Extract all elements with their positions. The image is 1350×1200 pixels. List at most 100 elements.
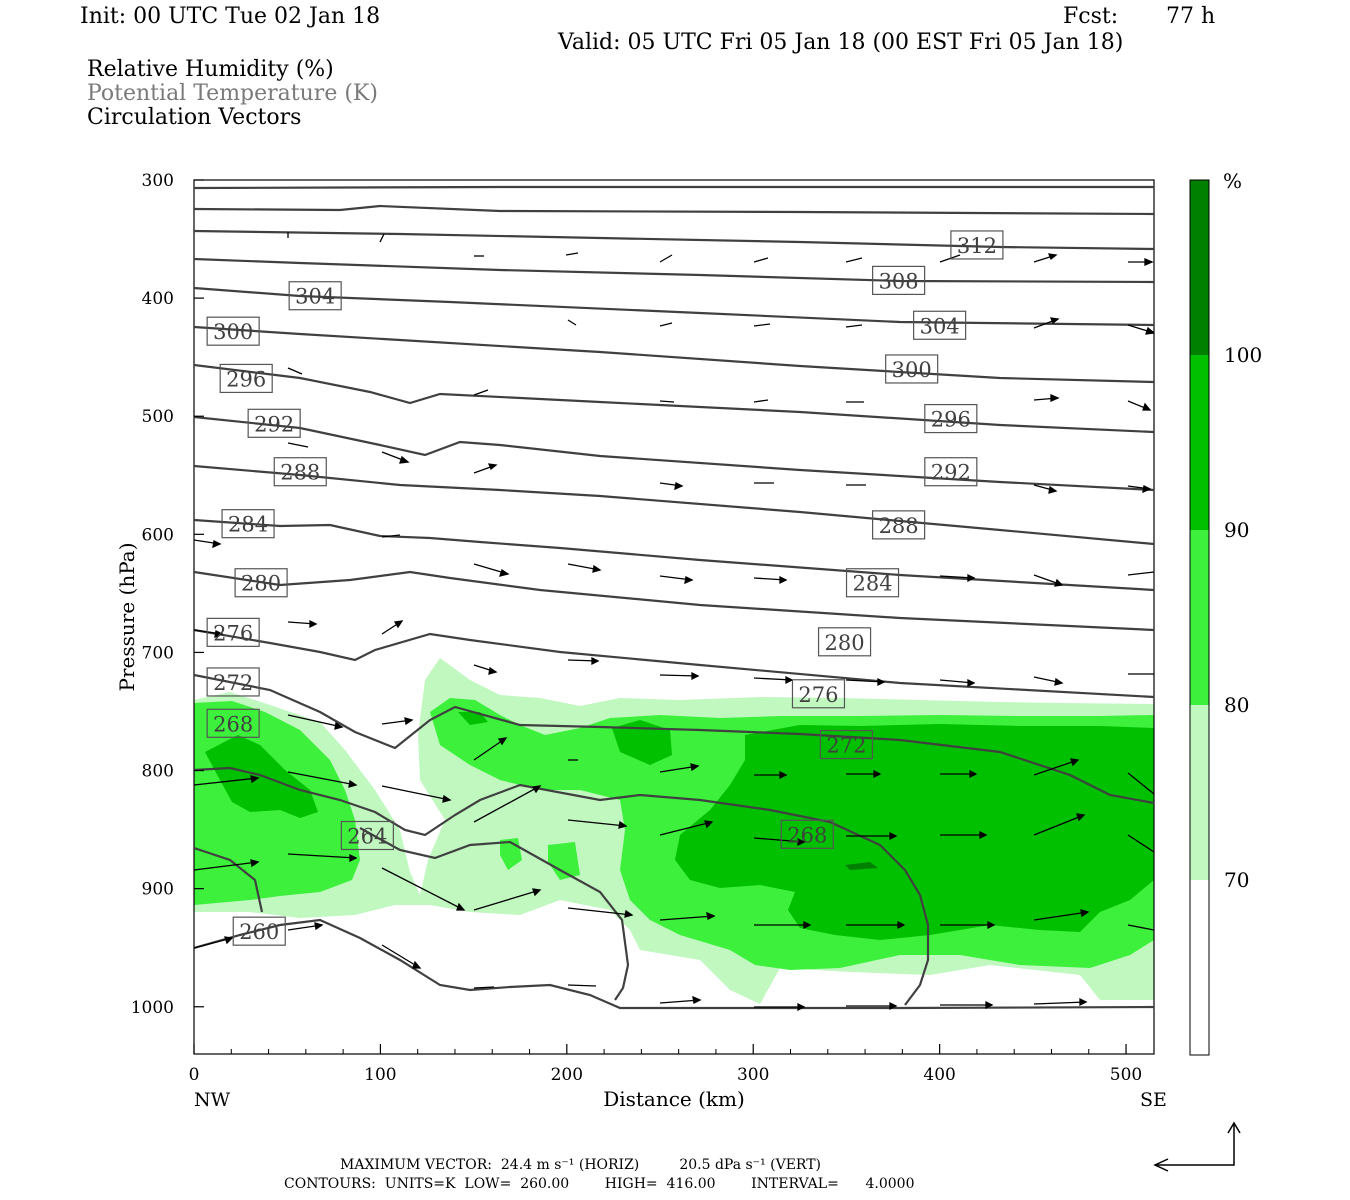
theta-contour xyxy=(194,464,1154,546)
vector-arrow xyxy=(753,837,806,847)
svg-text:292: 292 xyxy=(254,412,294,436)
vector-arrow xyxy=(659,671,700,681)
colorbar-level-label: 80 xyxy=(1224,693,1249,717)
forecast-label: Fcst: xyxy=(1063,4,1119,29)
vector-arrow xyxy=(287,442,309,448)
svg-text:264: 264 xyxy=(347,825,387,849)
y-tick-label: 900 xyxy=(142,880,174,900)
colorbar-level-label: 100 xyxy=(1224,343,1262,367)
contour-label: 268 xyxy=(780,819,834,849)
svg-text:288: 288 xyxy=(280,461,320,485)
theta-contour xyxy=(194,286,1154,327)
vector-arrow xyxy=(473,888,542,911)
vector-arrow xyxy=(473,664,498,675)
contour-label: 292 xyxy=(924,457,978,487)
contour-label: 276 xyxy=(791,679,846,709)
colorbar-swatch-80 xyxy=(1190,530,1209,705)
vector-arrow xyxy=(659,820,714,836)
contour-label: 284 xyxy=(845,568,900,598)
theta-contour xyxy=(194,918,1154,1010)
vector-arrow xyxy=(567,984,597,987)
contour-label: 264 xyxy=(340,820,394,851)
x-axis-right-end-label: SE xyxy=(1140,1089,1167,1111)
svg-text:288: 288 xyxy=(879,514,919,538)
theta-contour xyxy=(194,518,1154,592)
x-axis-title: Distance (km) xyxy=(603,1087,745,1111)
contour-label: 300 xyxy=(206,316,260,346)
vector-arrow xyxy=(845,257,863,263)
vector-arrow xyxy=(1033,484,1058,494)
vector-arrow xyxy=(1033,253,1058,263)
theta-contour xyxy=(194,415,1154,492)
vector-arrow xyxy=(659,911,716,921)
theta-contours xyxy=(194,185,1154,1010)
vector-arrow xyxy=(659,575,694,585)
vector-arrow xyxy=(753,323,771,327)
valid-time: Valid: 05 UTC Fri 05 Jan 18 (00 EST Fri … xyxy=(558,30,1124,55)
vector-arrow xyxy=(194,629,224,639)
colorbar-swatch-100 xyxy=(1190,180,1209,355)
svg-text:272: 272 xyxy=(213,671,253,695)
vector-arrow xyxy=(1033,997,1088,1007)
vector-arrow xyxy=(381,717,414,726)
svg-text:280: 280 xyxy=(825,631,865,655)
theta-contour xyxy=(194,570,1154,632)
vector-arrow xyxy=(940,920,996,930)
svg-text:268: 268 xyxy=(787,823,827,847)
y-tick-label: 300 xyxy=(142,171,174,191)
footer-max-vector: MAXIMUM VECTOR: 24.4 m s⁻¹ (HORIZ) 20.5 … xyxy=(340,1157,822,1173)
init-time: Init: 00 UTC Tue 02 Jan 18 xyxy=(80,4,381,29)
svg-text:272: 272 xyxy=(826,734,866,758)
vector-arrow xyxy=(1033,317,1060,329)
contour-labels: 3123043083043003002962962922922882882842… xyxy=(206,230,1004,946)
colorbar-unit: % xyxy=(1223,169,1242,193)
contour-label: 300 xyxy=(885,354,939,384)
x-tick-label: 100 xyxy=(364,1065,396,1085)
vector-arrow xyxy=(659,995,702,1004)
vector-arrow xyxy=(659,763,700,773)
vector-arrow xyxy=(473,737,508,761)
x-tick-label: 300 xyxy=(737,1065,769,1085)
legend-circulation-vectors: Circulation Vectors xyxy=(87,105,302,130)
vector-arrow xyxy=(194,539,222,549)
contour-label: 292 xyxy=(247,408,301,438)
theta-contour xyxy=(359,827,630,1001)
vector-arrow xyxy=(753,399,769,403)
vector-arrow xyxy=(939,573,976,583)
vector-arrow xyxy=(1127,924,1154,931)
vector-arrow xyxy=(1033,758,1080,776)
vector-arrow xyxy=(1033,574,1064,587)
colorbar-level-label: 90 xyxy=(1224,518,1249,542)
y-tick-label: 600 xyxy=(142,525,174,545)
vector-arrow xyxy=(1033,676,1064,686)
y-tick-label: 500 xyxy=(142,407,174,427)
vector-arrow xyxy=(567,656,600,666)
contour-label: 272 xyxy=(206,667,260,697)
svg-text:300: 300 xyxy=(892,358,932,382)
vector-arrow xyxy=(846,769,882,779)
svg-text:296: 296 xyxy=(226,367,266,391)
vector-arrow xyxy=(381,534,401,538)
contour-label: 280 xyxy=(817,627,872,657)
vector-arrow xyxy=(659,322,673,327)
svg-text:296: 296 xyxy=(931,408,971,432)
vector-arrow xyxy=(1127,834,1154,853)
forecast-hours: 77 h xyxy=(1166,4,1216,29)
vector-arrow xyxy=(473,785,542,823)
vector-arrow xyxy=(940,769,978,779)
svg-text:260: 260 xyxy=(239,920,279,944)
vector-arrow xyxy=(567,819,628,829)
y-tick-label: 800 xyxy=(142,762,174,782)
vector-arrow xyxy=(1127,400,1152,411)
theta-contour xyxy=(194,846,264,913)
legend-potential-temperature: Potential Temperature (K) xyxy=(87,81,378,106)
theta-contour xyxy=(194,185,1154,190)
svg-text:280: 280 xyxy=(241,572,281,596)
contour-label: 312 xyxy=(950,230,1004,260)
vector-arrow xyxy=(753,257,769,263)
vector-arrow xyxy=(381,867,466,911)
vector-arrow xyxy=(659,400,675,403)
x-tick-label: 0 xyxy=(189,1065,200,1085)
footer-contours: CONTOURS: UNITS=K LOW= 260.00 HIGH= 416.… xyxy=(284,1176,915,1192)
axes: 300 400 500 600 700 800 900 1000 0 100 200 300 400 50… xyxy=(131,171,1143,1085)
